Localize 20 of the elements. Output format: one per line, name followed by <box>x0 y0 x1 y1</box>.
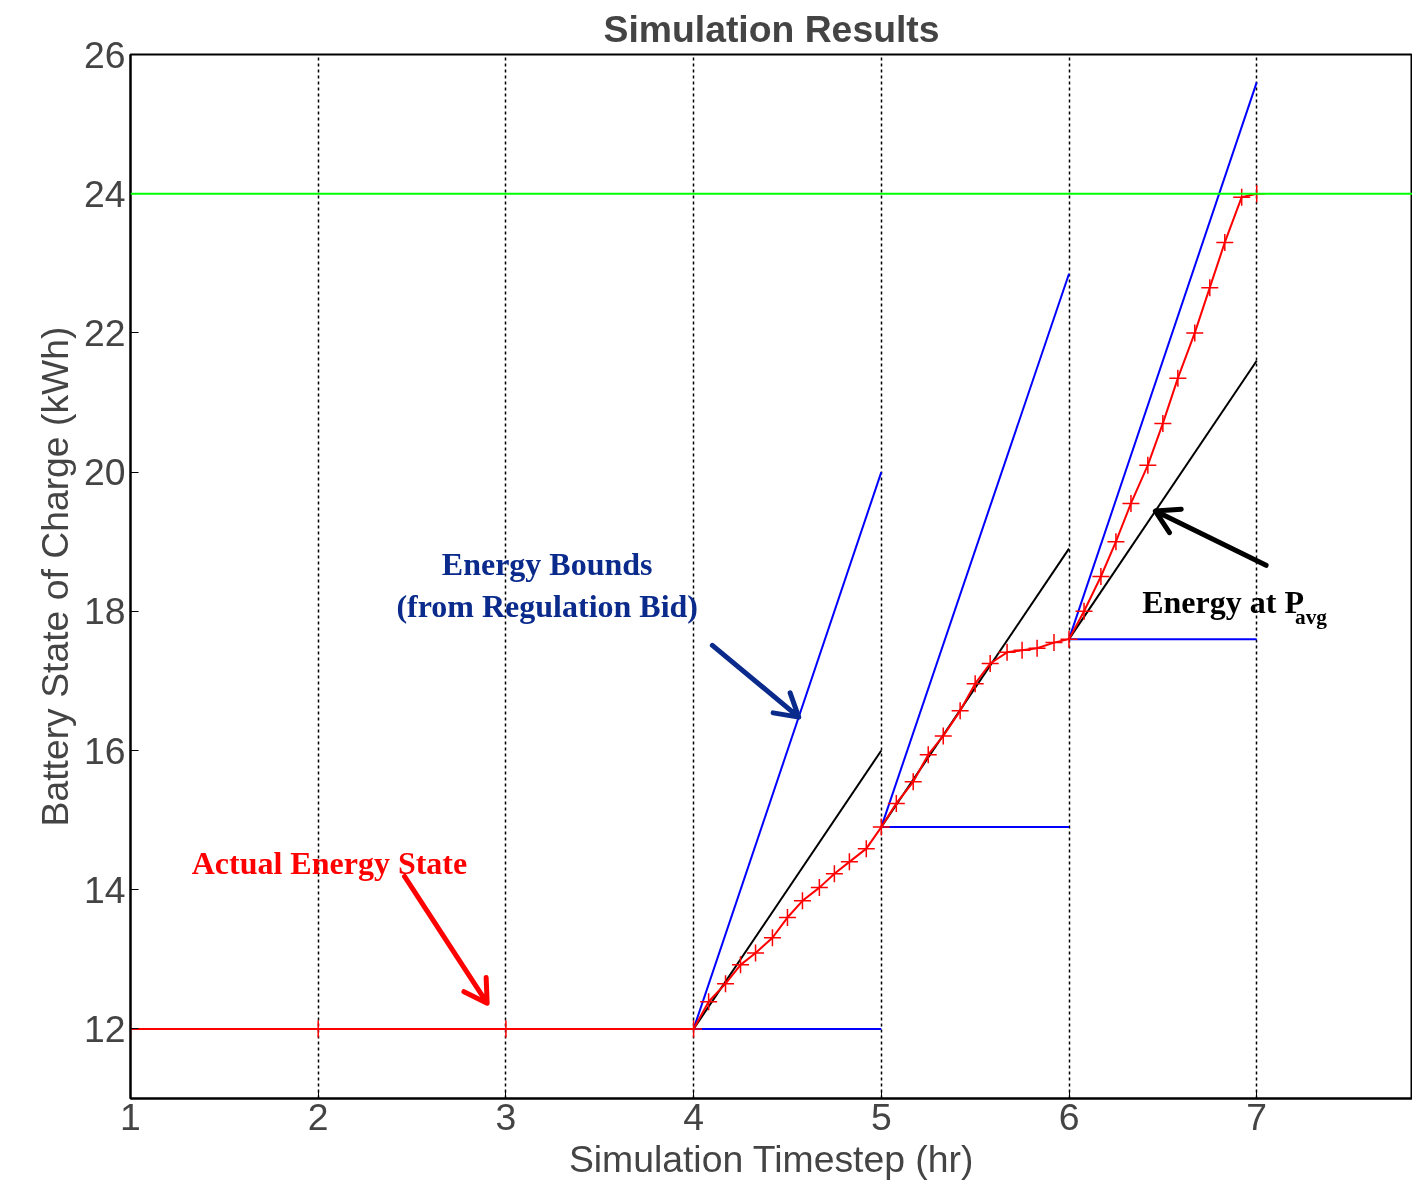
annotation: Actual Energy State <box>191 844 468 881</box>
x-tick-label: 2 <box>307 1095 329 1138</box>
x-tick-label: 1 <box>120 1095 141 1138</box>
y-tick-label: 16 <box>83 729 126 772</box>
x-tick-label: 5 <box>870 1095 892 1138</box>
x-tick-label: 4 <box>683 1095 704 1138</box>
x-axis-title: Simulation Timestep (hr) <box>568 1137 974 1180</box>
y-tick-label: 18 <box>83 590 126 633</box>
x-tick-label: 3 <box>495 1095 517 1138</box>
x-tick-label: 6 <box>1058 1095 1080 1138</box>
chart-title: Simulation Results <box>603 7 940 50</box>
x-tick-label: 7 <box>1246 1095 1268 1138</box>
y-tick-label: 22 <box>83 311 126 354</box>
y-axis-title: Battery State of Charge (kWh) <box>33 326 76 827</box>
y-tick-label: 20 <box>83 451 126 494</box>
y-tick-label: 12 <box>83 1007 126 1050</box>
y-tick-label: 24 <box>83 172 126 215</box>
y-tick-label: 26 <box>83 33 126 76</box>
annotation: Energy Bounds (from Regulation Bid) <box>396 546 699 624</box>
y-tick-label: 14 <box>83 868 126 911</box>
